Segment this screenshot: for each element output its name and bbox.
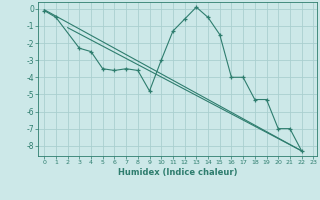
- X-axis label: Humidex (Indice chaleur): Humidex (Indice chaleur): [118, 168, 237, 177]
